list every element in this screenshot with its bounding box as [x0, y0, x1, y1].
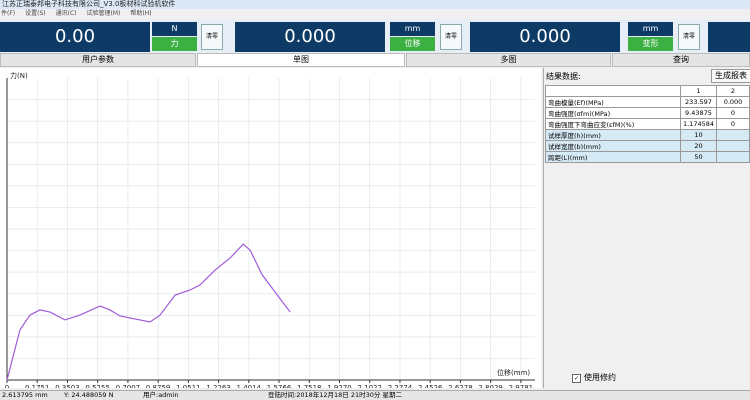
results-table: 1 2 弯曲模量(Ef)(MPa) 233.597 0.000 弯曲强度(σfm)(MPa… [545, 85, 750, 163]
x-tick-label: 2.8029 [478, 384, 503, 388]
force-display: 0.00 [0, 22, 150, 52]
x-tick-label: 0.3503 [55, 384, 80, 388]
title-bar: 江苏正瑞泰邦电子科技有限公司_V3.0板材科试验机软件 [0, 0, 750, 9]
result-cell: 9.43875 [679, 107, 718, 119]
result-row: 弯曲模量(Ef)(MPa) 233.597 0.000 [545, 96, 750, 108]
result-cell [716, 151, 750, 163]
result-row: 弯曲强度下弯曲应变(εfM)(%) 1.174584 0 [545, 118, 750, 130]
header-cell: 2 [716, 85, 750, 97]
chart-background [0, 68, 541, 388]
menu-item[interactable]: 件(F) [1, 10, 16, 17]
data-line [6, 243, 291, 381]
unit: mm [390, 22, 435, 36]
zero-button[interactable]: 清零 [440, 24, 462, 50]
extra-display [708, 22, 750, 52]
x-tick-label: 2.2774 [388, 384, 413, 388]
result-cell: 0 [716, 118, 750, 130]
result-cell: 233.597 [679, 96, 718, 108]
zero-button[interactable]: 清零 [678, 24, 700, 50]
row-label: 弯曲强度(σfm)(MPa) [545, 107, 681, 119]
chart: 力(N) 位移(mm) 0 0.1751 0.3503 0.5255 0.7007 0.8… [0, 68, 541, 388]
result-cell: 1.174584 [679, 118, 718, 130]
x-tick-label: 2.6278 [448, 384, 473, 388]
tab[interactable]: 单图 [197, 53, 405, 67]
menu-item[interactable]: 通讯(C) [55, 10, 77, 17]
header-cell [545, 85, 681, 97]
row-label: 跨距(L)(mm) [545, 151, 681, 163]
menu-item[interactable]: 帮助(H) [130, 10, 152, 17]
result-row: 试样宽度(b)(mm) 20 [545, 140, 750, 152]
row-label: 试样厚度(h)(mm) [545, 129, 681, 141]
result-cell [716, 140, 750, 152]
result-cell [716, 129, 750, 141]
result-cell: 0.000 [716, 96, 750, 108]
x-tick-label: 2.4526 [418, 384, 443, 388]
status-user: 用户:admin [143, 391, 179, 399]
row-label: 弯曲强度下弯曲应变(εfM)(%) [545, 118, 681, 130]
x-tick-label: 1.4014 [237, 384, 262, 388]
result-cell: 0 [716, 107, 750, 119]
x-tick-label: 1.5766 [267, 384, 292, 388]
header-cell: 1 [679, 85, 718, 97]
x-tick-label: 2.1022 [357, 384, 382, 388]
tab[interactable]: 多图 [406, 53, 611, 67]
result-row: 试样厚度(h)(mm) 10 [545, 129, 750, 141]
zero-button[interactable]: 清零 [201, 24, 223, 50]
checkbox[interactable]: ✓ 使用修约 [572, 372, 616, 383]
status-bar: 2.613795 mm Y: 24.488059 N 用户:admin 登陆时间… [0, 390, 750, 400]
channel-label: 力 [152, 37, 197, 51]
x-tick-label: 0.5255 [85, 384, 110, 388]
results-title: 结果数据: [546, 72, 581, 81]
x-tick-label: 0.1751 [25, 384, 50, 388]
result-cell: 10 [679, 129, 718, 141]
deformation-display: 0.000 [470, 22, 620, 52]
row-label: 试样宽度(b)(mm) [545, 140, 681, 152]
x-tick-label: 1.9270 [327, 384, 352, 388]
status-y: Y: 24.488059 N [64, 391, 114, 399]
x-tick-label: 0 [5, 384, 9, 388]
x-tick-label: 1.0511 [176, 384, 201, 388]
x-tick-label: 0.8759 [146, 384, 171, 388]
result-row: 跨距(L)(mm) 50 [545, 151, 750, 163]
checkbox-label: 使用修约 [584, 373, 616, 382]
row-label: 弯曲模量(Ef)(MPa) [545, 96, 681, 108]
x-axis-label: 位移(mm) [497, 368, 530, 377]
tab[interactable]: 用户参数 [0, 53, 196, 67]
result-cell: 20 [679, 140, 718, 152]
x-tick-label: 2.9781 [509, 384, 534, 388]
channel-label: 变形 [628, 37, 673, 51]
report-button[interactable]: 生成报表 [711, 69, 750, 83]
x-tick-label: 1.7518 [297, 384, 322, 388]
result-cell: 50 [679, 151, 718, 163]
menu-item[interactable]: 试验管理(M) [86, 10, 121, 17]
x-tick-label: 1.2263 [206, 384, 231, 388]
checkbox-box[interactable]: ✓ [572, 374, 581, 383]
tab[interactable]: 查询 [612, 53, 750, 67]
result-row: 弯曲强度(σfm)(MPa) 9.43875 0 [545, 107, 750, 119]
displacement-display: 0.000 [235, 22, 385, 52]
unit: mm [628, 22, 673, 36]
menu-item[interactable]: 设置(S) [25, 10, 46, 17]
status-x: 2.613795 mm [2, 391, 48, 399]
channel-label: 位移 [390, 37, 435, 51]
y-axis-label: 力(N) [10, 71, 28, 80]
menu-bar: 件(F) 设置(S) 通讯(C) 试验管理(M) 帮助(H) [0, 9, 750, 19]
unit: N [152, 22, 197, 36]
x-tick-label: 0.7007 [116, 384, 141, 388]
status-login: 登陆时间:2018年12月18日 21时30分 星期二 [268, 391, 402, 399]
